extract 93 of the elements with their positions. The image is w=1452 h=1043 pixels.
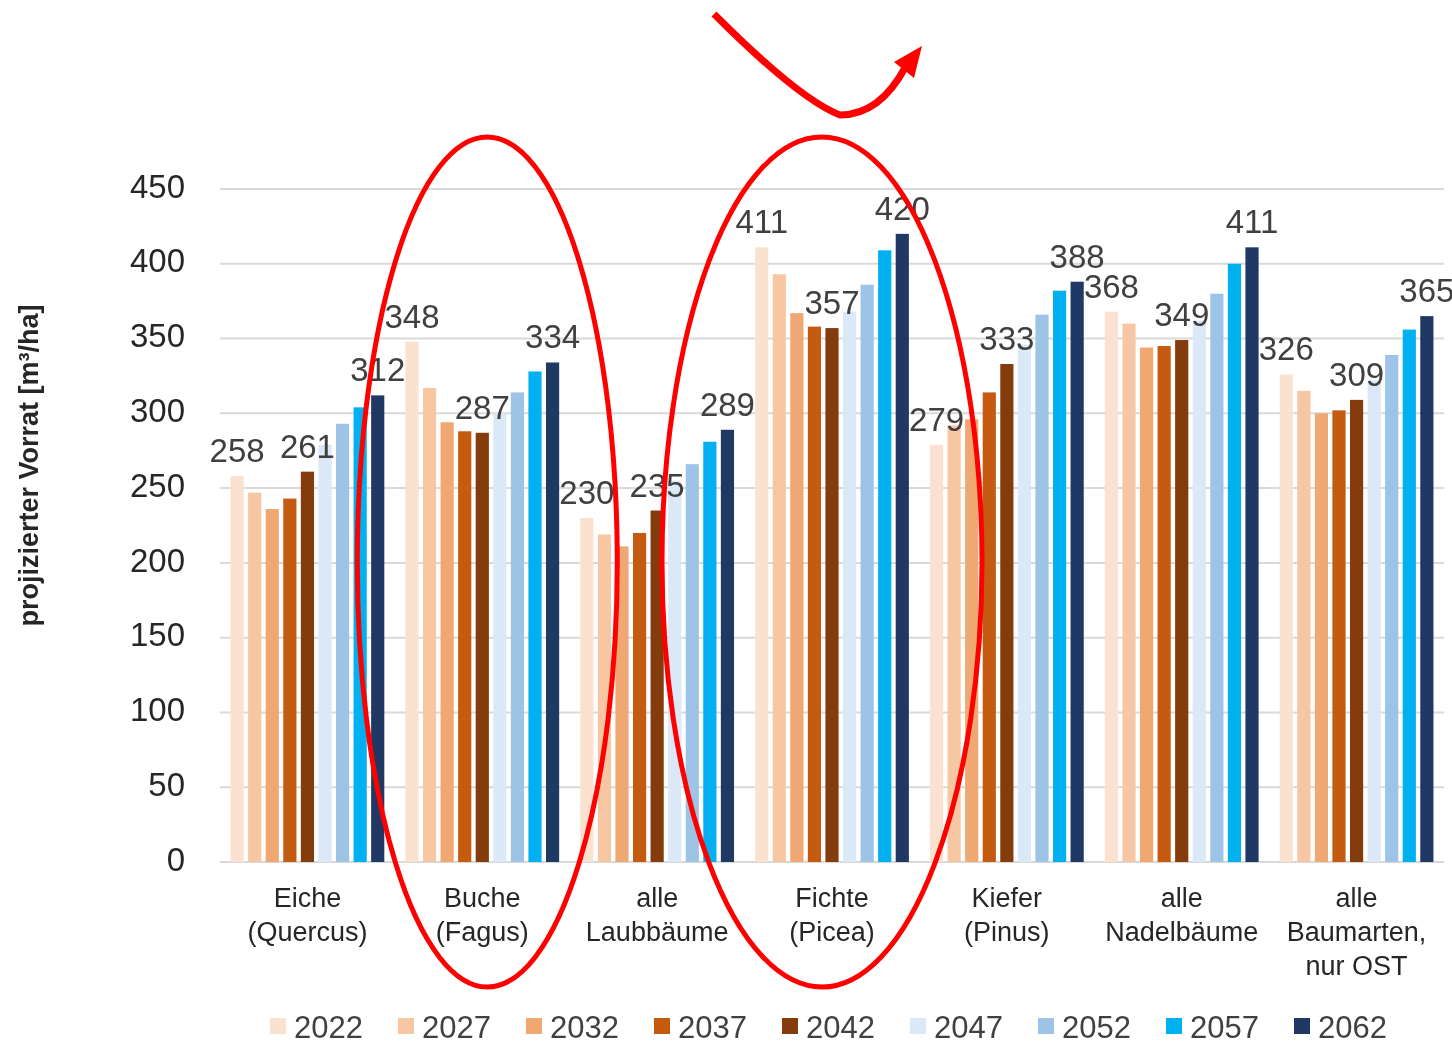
bar	[878, 250, 892, 862]
bar	[1349, 399, 1364, 862]
bar	[458, 431, 472, 862]
bar	[807, 326, 822, 862]
x-tick-label: Eiche (Quercus)	[247, 883, 368, 947]
bar	[1385, 355, 1399, 862]
bar	[371, 395, 385, 862]
legend-label: 2052	[1062, 1010, 1131, 1043]
x-tick-label: Buche (Fagus)	[435, 883, 529, 947]
data-label: 309	[1329, 355, 1385, 393]
bar	[632, 532, 647, 862]
bar	[405, 341, 419, 862]
legend-label: 2037	[678, 1010, 747, 1043]
bar	[510, 392, 525, 862]
bar	[772, 274, 786, 862]
y-tick-label: 400	[129, 242, 185, 280]
bar	[1279, 374, 1293, 862]
y-tick-label: 300	[129, 392, 185, 430]
bar	[790, 313, 804, 862]
y-tick-label: 250	[129, 466, 185, 504]
bar	[1104, 311, 1119, 862]
data-label: 348	[384, 297, 440, 335]
x-tick-label: alle Laubbäume	[585, 883, 729, 947]
bar	[1245, 247, 1259, 862]
bar	[1210, 293, 1224, 862]
data-label: 411	[735, 203, 789, 241]
bar	[422, 387, 437, 862]
y-tick-label: 100	[129, 691, 185, 729]
x-tick-label: Kiefer (Pinus)	[964, 883, 1050, 947]
bar	[1035, 314, 1049, 862]
data-label: 357	[804, 284, 860, 322]
bar	[703, 441, 717, 862]
bar	[248, 492, 262, 862]
y-tick-label: 350	[129, 317, 185, 355]
bar	[1000, 363, 1014, 862]
bar	[1122, 323, 1136, 862]
bar	[230, 476, 244, 862]
bar	[1332, 410, 1346, 862]
bar	[615, 546, 629, 862]
x-tick-label: alle Nadelbäume	[1105, 883, 1259, 947]
data-label: 333	[979, 319, 1035, 357]
data-label: 289	[699, 385, 755, 423]
bar	[475, 432, 489, 862]
data-label: 279	[909, 400, 965, 438]
legend-label: 2032	[550, 1010, 619, 1043]
bar	[1420, 316, 1434, 862]
data-label: 287	[454, 388, 510, 426]
bar	[720, 429, 735, 862]
bar	[1227, 263, 1242, 862]
bar	[283, 498, 297, 862]
bar	[1070, 281, 1084, 862]
legend-label: 2057	[1190, 1010, 1259, 1043]
bar	[528, 371, 542, 862]
bar	[825, 328, 839, 862]
bar	[1297, 390, 1311, 862]
bar	[1157, 346, 1171, 862]
bar	[1052, 290, 1067, 862]
legend-label: 2047	[934, 1010, 1003, 1043]
data-label: 411	[1225, 203, 1279, 241]
bar	[755, 247, 769, 862]
bar	[685, 464, 699, 862]
y-tick-label: 150	[129, 616, 185, 654]
bar	[860, 284, 874, 862]
bar	[580, 518, 594, 862]
y-tick-label: 50	[148, 765, 185, 803]
bar	[440, 422, 454, 862]
y-tick-label: 0	[166, 840, 185, 878]
x-tick-label: alle Baumarten, nur OST	[1286, 883, 1427, 981]
bar	[982, 392, 996, 862]
legend-label: 2022	[294, 1010, 363, 1043]
bar	[895, 233, 909, 862]
bar	[335, 423, 350, 862]
bar	[1139, 347, 1154, 862]
data-label: 334	[525, 318, 581, 356]
data-label: 326	[1258, 330, 1314, 368]
legend-label: 2042	[806, 1010, 875, 1043]
bar	[1402, 329, 1416, 862]
bar	[300, 471, 315, 862]
bar	[1314, 413, 1329, 862]
bar	[1175, 340, 1189, 862]
y-tick-label: 200	[129, 541, 185, 579]
bar	[929, 444, 944, 862]
data-label: 349	[1154, 296, 1210, 334]
y-axis-title: projizierter Vorrat [m³/ha]	[14, 304, 44, 627]
data-label: 230	[559, 474, 615, 512]
bar	[265, 509, 279, 862]
data-label: 261	[279, 427, 335, 465]
y-tick-label: 450	[129, 167, 185, 205]
bar	[545, 362, 560, 862]
legend-label: 2062	[1318, 1010, 1387, 1043]
legend-label: 2027	[422, 1010, 491, 1043]
x-tick-label: Fichte (Picea)	[789, 883, 875, 947]
data-label: 258	[209, 432, 265, 470]
